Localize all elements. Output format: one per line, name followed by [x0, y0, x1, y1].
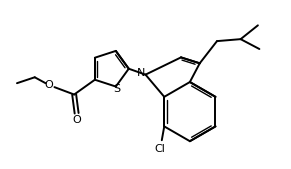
Text: N: N: [136, 68, 145, 78]
Text: O: O: [72, 115, 81, 125]
Text: O: O: [44, 80, 53, 90]
Text: S: S: [113, 84, 120, 94]
Text: Cl: Cl: [155, 144, 166, 154]
